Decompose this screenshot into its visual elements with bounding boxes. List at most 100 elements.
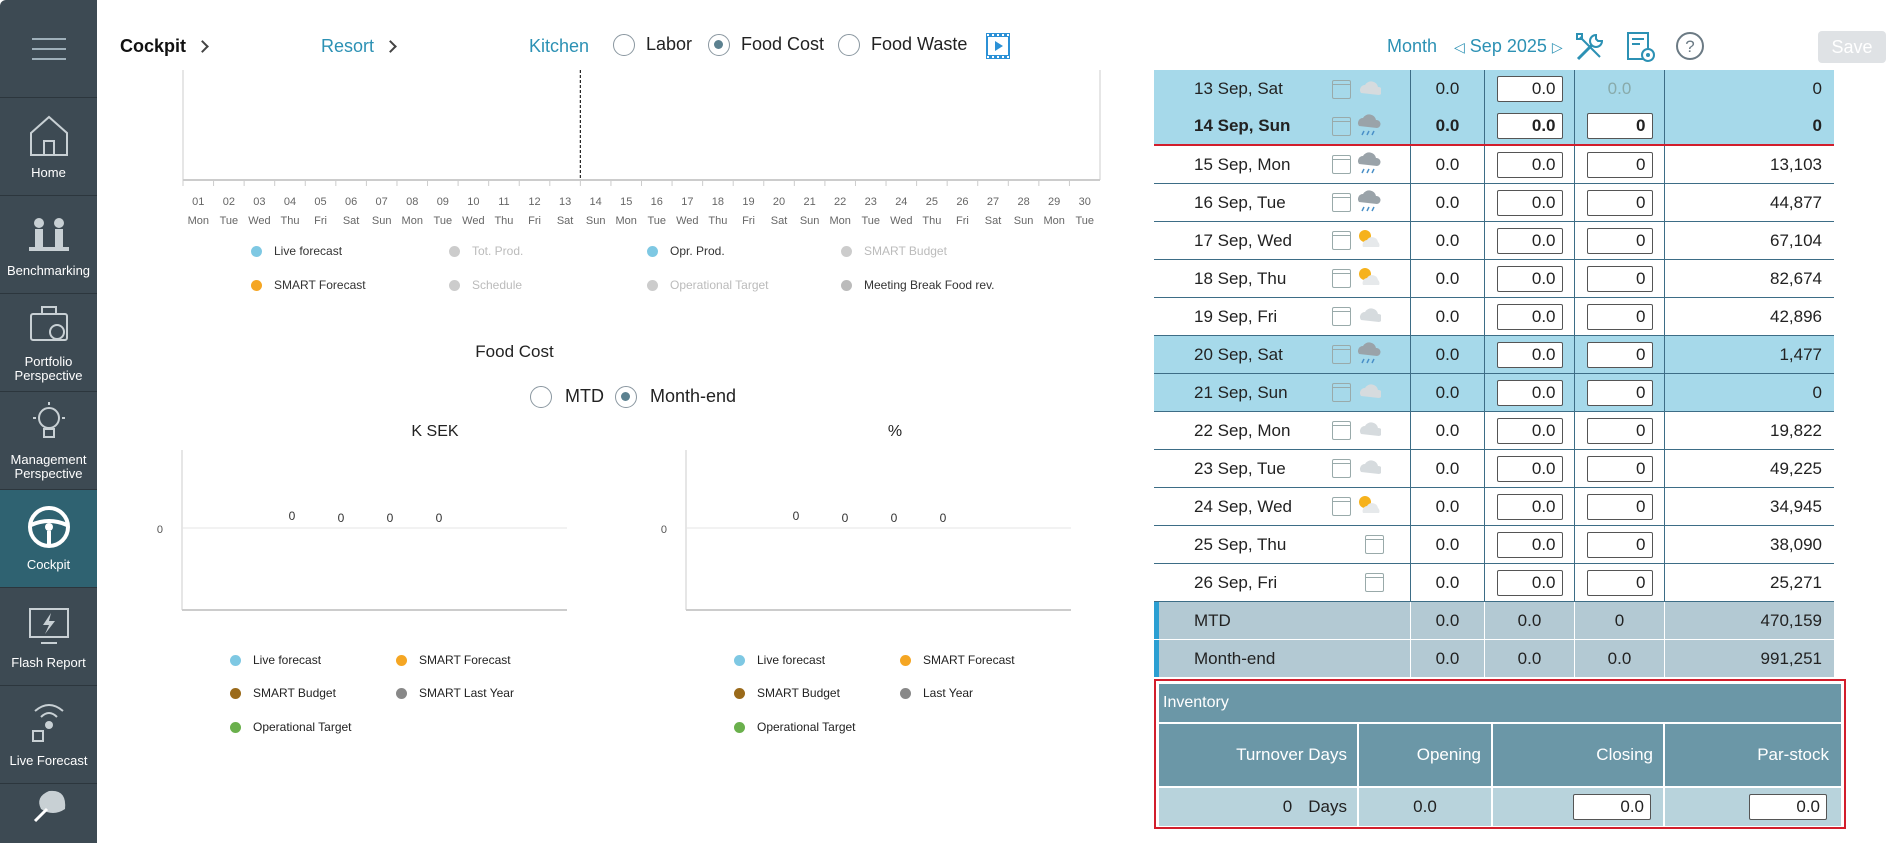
legend-item[interactable]: SMART Forecast — [396, 653, 511, 667]
tools-icon[interactable] — [1574, 31, 1606, 63]
x-tick-day: 07 — [376, 196, 388, 208]
row-input-1[interactable] — [1496, 227, 1563, 254]
row-input-cell-2 — [1574, 336, 1664, 373]
calendar-icon[interactable] — [1365, 535, 1384, 554]
calendar-icon[interactable] — [1332, 155, 1351, 174]
legend-item[interactable]: Opr. Prod. — [647, 244, 725, 258]
row-input-2[interactable] — [1586, 151, 1653, 178]
x-tick-day: 13 — [559, 196, 571, 208]
video-icon[interactable] — [986, 33, 1010, 59]
summary-value-3: 0.0 — [1574, 640, 1664, 677]
row-value-actual: 0.0 — [1410, 336, 1484, 373]
legend-item[interactable]: Tot. Prod. — [449, 244, 523, 258]
row-input-1[interactable] — [1496, 341, 1563, 368]
row-input-2[interactable] — [1586, 493, 1653, 520]
breadcrumb-cockpit[interactable]: Cockpit — [120, 36, 209, 56]
legend-item[interactable]: Operational Target — [230, 720, 352, 734]
row-input-2[interactable] — [1586, 531, 1653, 558]
row-input-1[interactable] — [1496, 379, 1563, 406]
row-input-2[interactable] — [1586, 455, 1653, 482]
row-input-2[interactable] — [1586, 341, 1653, 368]
row-input-1[interactable] — [1496, 455, 1563, 482]
report-settings-icon[interactable] — [1626, 31, 1656, 63]
row-input-1[interactable] — [1496, 189, 1563, 216]
sidebar-item-more[interactable] — [0, 784, 97, 839]
row-input-1[interactable] — [1496, 76, 1563, 102]
calendar-icon[interactable] — [1332, 307, 1351, 326]
par-stock-input[interactable] — [1749, 794, 1827, 820]
calendar-icon[interactable] — [1332, 497, 1351, 516]
x-tick-day: 11 — [498, 196, 509, 208]
sidebar-item-portfolio-perspective[interactable]: Portfolio Perspective — [0, 294, 97, 392]
radio-food-cost[interactable]: Food Cost — [708, 34, 824, 57]
calendar-icon[interactable] — [1365, 573, 1384, 592]
row-input-2[interactable] — [1586, 265, 1653, 292]
row-input-1[interactable] — [1496, 265, 1563, 292]
row-input-1[interactable] — [1496, 151, 1563, 178]
summary-row: MTD 0.0 0.0 0 470,159 — [1154, 602, 1834, 640]
row-input-2[interactable] — [1586, 113, 1653, 139]
legend-item[interactable]: Operational Target — [647, 278, 769, 292]
row-input-1[interactable] — [1496, 113, 1563, 139]
calendar-icon[interactable] — [1332, 231, 1351, 250]
steering-wheel-icon — [27, 505, 71, 558]
next-month-icon[interactable]: ▷ — [1551, 39, 1563, 55]
row-input-1[interactable] — [1496, 303, 1563, 330]
hamburger-menu-button[interactable] — [0, 0, 97, 98]
legend-item[interactable]: Live forecast — [734, 653, 825, 667]
legend-item[interactable]: Operational Target — [734, 720, 856, 734]
legend-marker-icon — [647, 279, 658, 291]
calendar-icon[interactable] — [1332, 459, 1351, 478]
calendar-icon[interactable] — [1332, 421, 1351, 440]
row-icons — [1332, 336, 1392, 373]
row-value-actual: 0.0 — [1410, 260, 1484, 297]
legend-marker-icon — [900, 654, 911, 666]
legend-item[interactable]: SMART Budget — [841, 244, 947, 258]
legend-item[interactable]: SMART Forecast — [251, 278, 366, 292]
row-input-2[interactable] — [1586, 227, 1653, 254]
row-input-2[interactable] — [1586, 303, 1653, 330]
radio-labor[interactable]: Labor — [613, 34, 692, 57]
legend-item[interactable]: SMART Forecast — [900, 653, 1015, 667]
row-input-1[interactable] — [1496, 531, 1563, 558]
row-input-cell-1 — [1484, 184, 1574, 221]
legend-item[interactable]: SMART Budget — [230, 686, 336, 700]
save-button[interactable]: Save — [1818, 31, 1886, 63]
sidebar-item-live-forecast[interactable]: Live Forecast — [0, 686, 97, 784]
legend-item[interactable]: Live forecast — [230, 653, 321, 667]
row-input-2[interactable] — [1586, 569, 1653, 596]
closing-input[interactable] — [1573, 794, 1651, 820]
calendar-icon[interactable] — [1332, 345, 1351, 364]
row-input-1[interactable] — [1496, 417, 1563, 444]
legend-item[interactable]: SMART Last Year — [396, 686, 514, 700]
legend-item[interactable]: Schedule — [449, 278, 522, 292]
radio-food-waste[interactable]: Food Waste — [838, 34, 967, 57]
row-input-2[interactable] — [1586, 417, 1653, 444]
help-icon[interactable]: ? — [1675, 31, 1705, 61]
calendar-icon[interactable] — [1332, 79, 1351, 99]
legend-item[interactable]: SMART Budget — [734, 686, 840, 700]
breadcrumb-kitchen[interactable]: Kitchen — [529, 36, 590, 56]
period-selector[interactable]: Month — [1387, 36, 1438, 56]
row-input-2[interactable] — [1586, 189, 1653, 216]
calendar-icon[interactable] — [1332, 193, 1351, 212]
legend-item[interactable]: Live forecast — [251, 244, 342, 258]
row-input-1[interactable] — [1496, 569, 1563, 596]
sidebar-item-benchmarking[interactable]: Benchmarking — [0, 196, 97, 294]
radio-mtd[interactable]: MTD — [530, 386, 604, 409]
row-input-1[interactable] — [1496, 493, 1563, 520]
sidebar-item-cockpit[interactable]: Cockpit — [0, 490, 97, 588]
prev-month-icon[interactable]: ◁ — [1454, 39, 1465, 55]
calendar-icon[interactable] — [1332, 269, 1351, 288]
sidebar-item-management-perspective[interactable]: Management Perspective — [0, 392, 97, 490]
legend-item[interactable]: Meeting Break Food rev. — [841, 278, 995, 292]
calendar-icon[interactable] — [1332, 116, 1351, 136]
row-input-cell-2 — [1574, 412, 1664, 449]
legend-item[interactable]: Last Year — [900, 686, 973, 700]
sidebar-item-home[interactable]: Home — [0, 98, 97, 196]
breadcrumb-resort[interactable]: Resort — [321, 36, 397, 56]
calendar-icon[interactable] — [1332, 383, 1351, 402]
row-input-2[interactable] — [1586, 379, 1653, 406]
sidebar-item-flash-report[interactable]: Flash Report — [0, 588, 97, 686]
radio-month-end[interactable]: Month-end — [615, 386, 736, 409]
